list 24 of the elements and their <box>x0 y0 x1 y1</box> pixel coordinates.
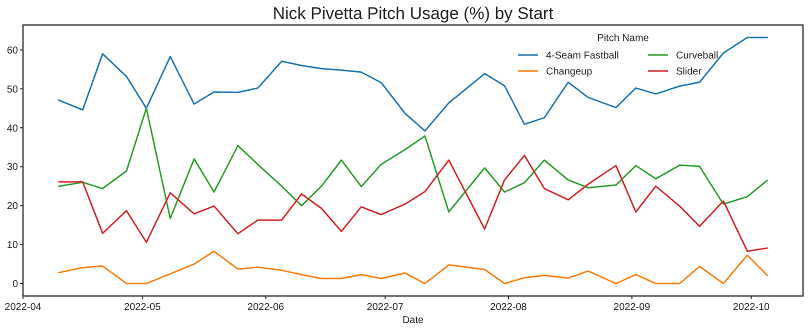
legend-title: Pitch Name <box>597 33 650 44</box>
x-tick-label: 2022-08 <box>490 302 528 313</box>
y-tick-label: 60 <box>6 45 18 56</box>
x-tick-label: 2022-05 <box>124 302 162 313</box>
y-tick-label: 20 <box>6 201 18 212</box>
x-tick-label: 2022-04 <box>4 302 42 313</box>
x-axis-title: Date <box>402 315 424 326</box>
legend-label: Curveball <box>676 50 718 62</box>
x-tick-label: 2022-06 <box>247 302 285 313</box>
legend-label: Changeup <box>546 66 593 78</box>
y-tick-label: 0 <box>12 279 18 290</box>
line-series <box>58 108 768 220</box>
legend-label: Slider <box>676 66 702 78</box>
legend-label: 4-Seam Fastball <box>546 50 619 62</box>
line-series <box>58 154 768 252</box>
y-tick-label: 40 <box>6 123 18 134</box>
x-tick-label: 2022-09 <box>614 302 651 313</box>
x-tick-label: 2022-10 <box>732 302 770 313</box>
y-tick-label: 10 <box>6 240 18 252</box>
x-tick-label: 2022-07 <box>366 302 404 313</box>
y-tick-label: 30 <box>6 162 18 174</box>
y-tick-label: 50 <box>6 84 18 96</box>
line-series <box>58 250 768 284</box>
chart-title: Nick Pivetta Pitch Usage (%) by Start <box>272 4 554 23</box>
